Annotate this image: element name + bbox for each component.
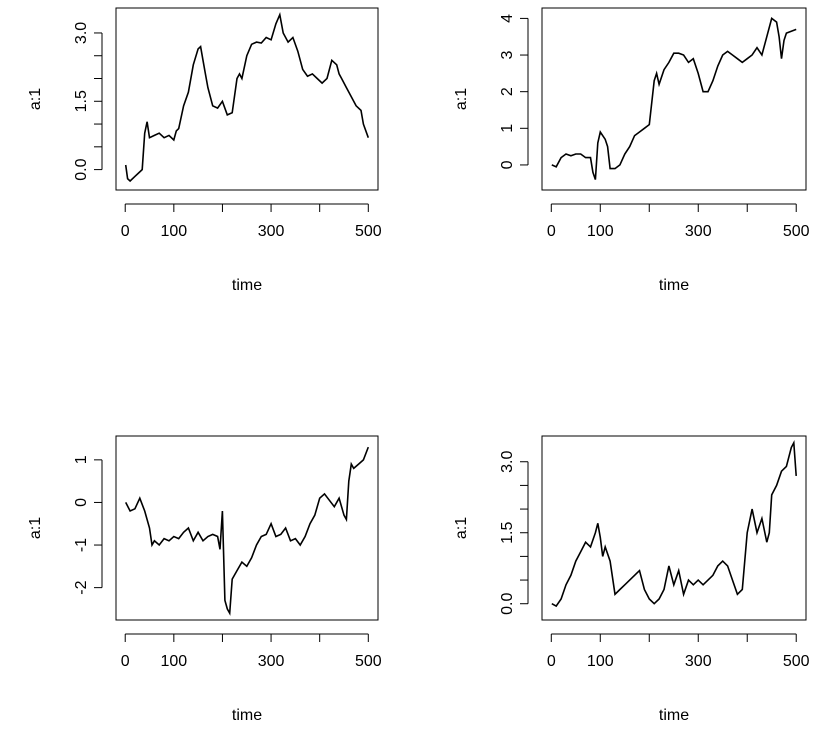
y-tick-label: 4 [499, 14, 516, 23]
x-tick-label: 0 [547, 653, 556, 670]
y-tick-label: 3.0 [73, 22, 90, 44]
chart-panel-bottom-left: 0 100 300 500 -2 -1 0 1 time a:1 [27, 435, 382, 724]
y-axis-label: a:1 [453, 88, 470, 110]
y-tick-label: 1.5 [499, 522, 516, 544]
y-axis-label: a:1 [27, 517, 44, 539]
x-tick-label: 300 [258, 653, 285, 670]
x-tick-label: 300 [685, 653, 712, 670]
plot-frame [115, 7, 379, 191]
x-axis-label: time [659, 707, 689, 724]
y-tick-label: 3.0 [499, 451, 516, 473]
plot-frame [541, 7, 807, 191]
y-tick-label: 0 [499, 160, 516, 169]
x-tick-label: 100 [587, 223, 614, 240]
plot-frame [541, 435, 807, 621]
series-line [124, 446, 370, 616]
x-axis-label: time [232, 707, 262, 724]
y-tick-label: 1 [499, 124, 516, 133]
x-tick-label: 500 [355, 653, 382, 670]
x-tick-label: 100 [160, 653, 187, 670]
x-tick-label: 100 [587, 653, 614, 670]
x-axis-label: time [232, 277, 262, 294]
series-line [551, 17, 797, 180]
plot-frame [115, 435, 379, 621]
x-tick-label: 0 [547, 223, 556, 240]
y-axis-label: a:1 [27, 88, 44, 110]
x-tick-label: 0 [121, 653, 130, 670]
y-tick-label: 1 [73, 455, 90, 464]
y-tick-label: 0.0 [499, 593, 516, 615]
y-tick-label: -1 [73, 538, 90, 552]
x-tick-label: 100 [160, 223, 187, 240]
x-axis-label: time [659, 277, 689, 294]
y-tick-label: 2 [499, 87, 516, 96]
series-line [551, 439, 797, 608]
y-tick-label: 3 [499, 50, 516, 59]
y-tick-label: 1.5 [73, 90, 90, 112]
series-line [124, 11, 370, 183]
x-tick-label: 500 [783, 223, 810, 240]
chart-panel-top-right: 0 100 300 500 0 1 2 3 4 time a:1 [453, 7, 810, 294]
y-tick-label: 0 [73, 498, 90, 507]
x-tick-label: 500 [783, 653, 810, 670]
y-tick-label: -2 [73, 580, 90, 594]
chart-panel-top-left: 0 100 300 500 0.0 1.5 3.0 time a:1 [27, 7, 382, 294]
y-axis-label: a:1 [453, 517, 470, 539]
y-tick-label: 0.0 [73, 158, 90, 180]
x-tick-label: 0 [121, 223, 130, 240]
x-tick-label: 300 [258, 223, 285, 240]
x-tick-label: 500 [355, 223, 382, 240]
x-tick-label: 300 [685, 223, 712, 240]
chart-panel-bottom-right: 0 100 300 500 0.0 1.5 3.0 time a:1 [453, 435, 810, 724]
